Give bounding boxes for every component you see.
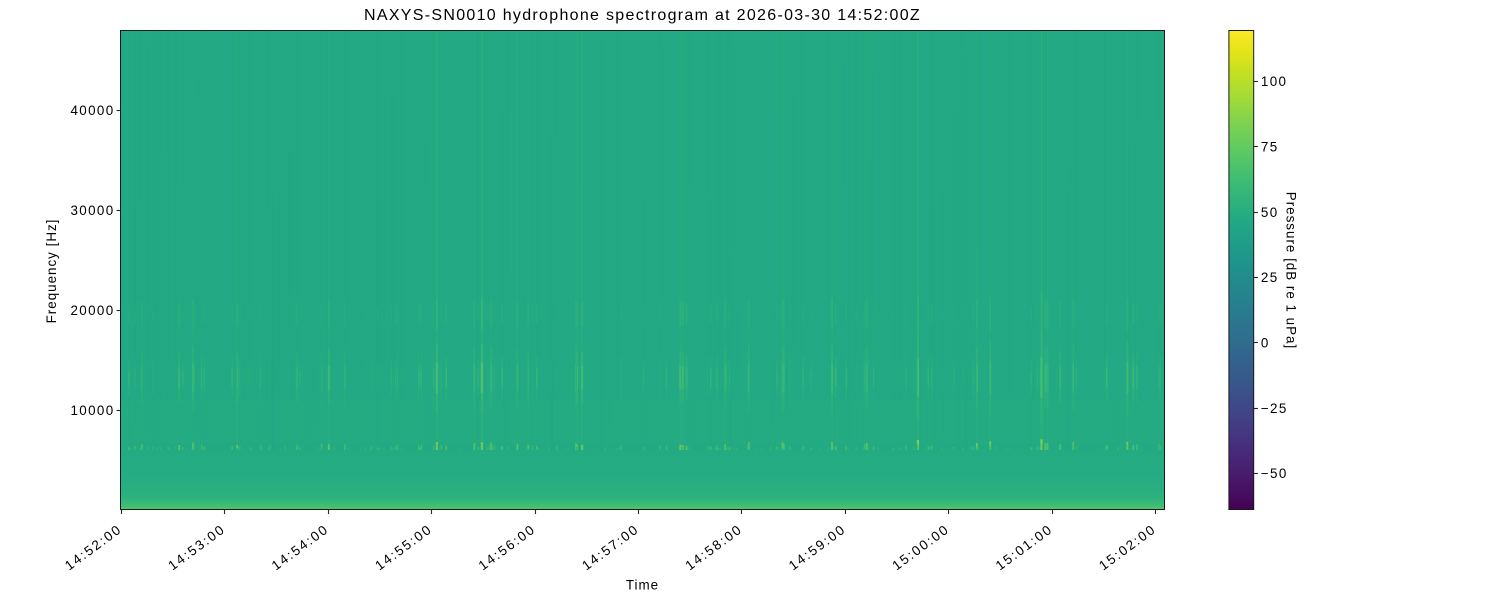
svg-text:−25: −25 <box>1261 401 1288 416</box>
svg-text:30000: 30000 <box>71 203 115 218</box>
svg-text:75: 75 <box>1261 139 1279 154</box>
svg-text:Time: Time <box>626 578 659 593</box>
svg-text:20000: 20000 <box>71 303 115 318</box>
svg-text:Frequency [Hz]: Frequency [Hz] <box>44 219 59 324</box>
svg-text:40000: 40000 <box>71 103 115 118</box>
svg-text:25: 25 <box>1261 270 1279 285</box>
svg-text:−50: −50 <box>1261 466 1288 481</box>
svg-text:0: 0 <box>1261 335 1270 350</box>
svg-text:NAXYS-SN0010 hydrophone spectr: NAXYS-SN0010 hydrophone spectrogram at 2… <box>364 7 921 24</box>
svg-text:100: 100 <box>1261 74 1287 89</box>
svg-text:Pressure [dB re 1 uPa]: Pressure [dB re 1 uPa] <box>1284 192 1299 349</box>
svg-text:10000: 10000 <box>71 403 115 418</box>
svg-text:50: 50 <box>1261 205 1279 220</box>
